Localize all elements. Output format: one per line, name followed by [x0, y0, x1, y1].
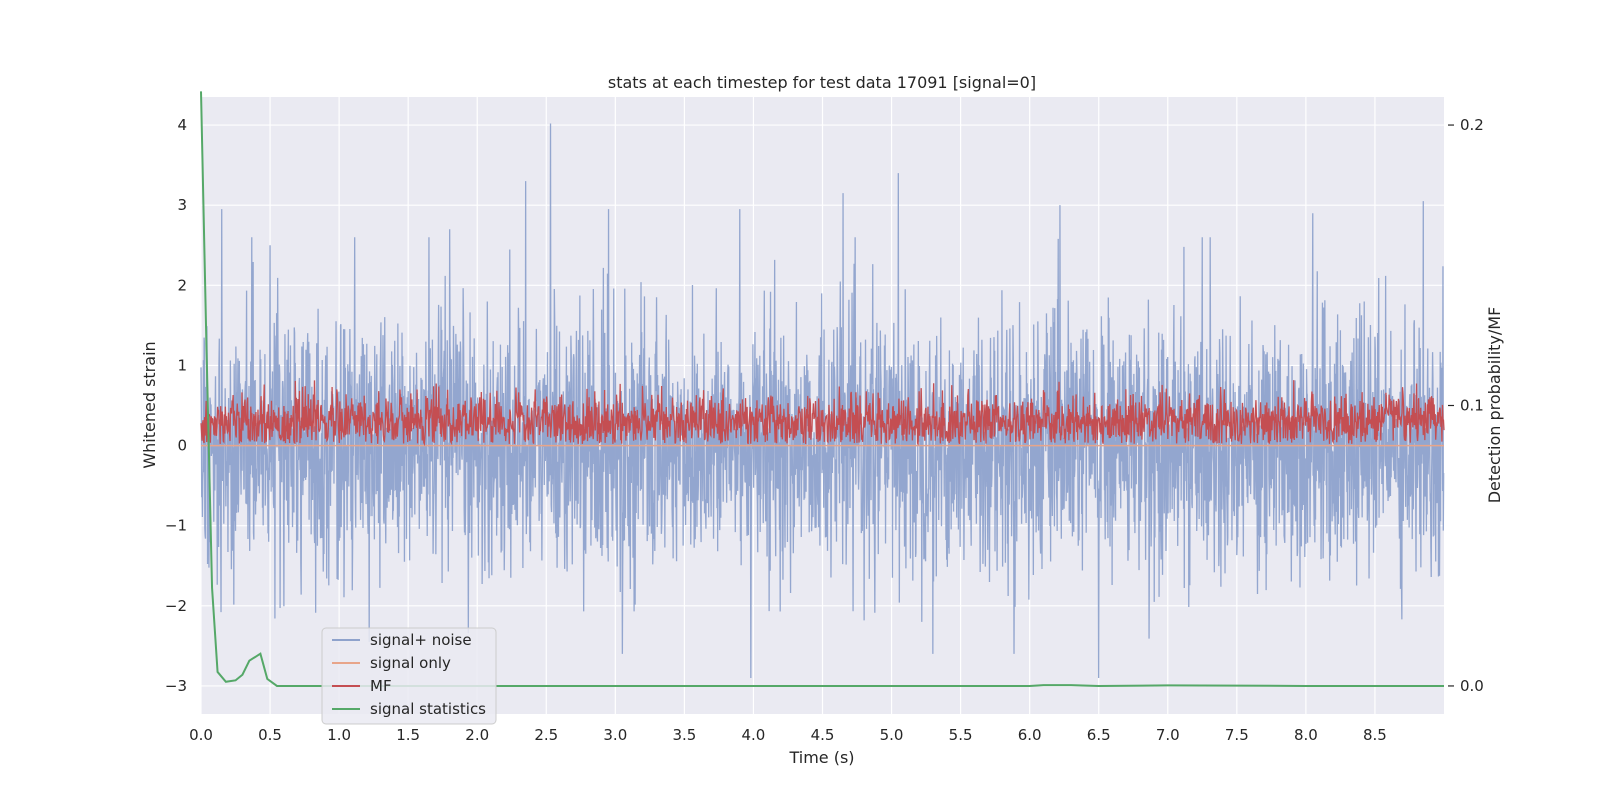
x-tick-label: 0.0: [189, 726, 213, 744]
y2-tick-label: 0.0: [1460, 677, 1484, 695]
legend-item-mf: MF: [332, 677, 392, 695]
legend-frame: [321, 627, 497, 725]
x-tick-label: 6.0: [1018, 726, 1042, 744]
y2-tick-label: 0.2: [1460, 116, 1484, 134]
y-axis-ticks: −3 −2 −1 0 1 2 3 4: [165, 116, 187, 695]
y-tick-label: 4: [177, 116, 187, 134]
y-tick-label: 1: [177, 356, 187, 374]
x-tick-label: 4.5: [811, 726, 835, 744]
y-tick-label: −1: [165, 517, 187, 535]
x-axis-label: Time (s): [788, 748, 854, 767]
x-tick-label: 1.5: [396, 726, 420, 744]
legend-item-signal-only: signal only: [332, 654, 451, 672]
x-tick-label: 7.5: [1225, 726, 1249, 744]
y-axis-label: Whitened strain: [140, 341, 159, 468]
chart-title: stats at each timestep for test data 170…: [608, 73, 1036, 92]
legend-label: MF: [370, 677, 392, 695]
x-tick-label: 2.0: [465, 726, 489, 744]
y-tick-label: 0: [177, 437, 187, 455]
x-tick-label: 1.0: [327, 726, 351, 744]
y-tick-label: 2: [177, 276, 187, 294]
legend-item-signal-statistics: signal statistics: [332, 700, 486, 718]
x-tick-label: 5.5: [949, 726, 973, 744]
legend-label: signal+ noise: [370, 631, 472, 649]
x-tick-label: 0.5: [258, 726, 282, 744]
x-tick-label: 3.0: [603, 726, 627, 744]
x-tick-label: 2.5: [534, 726, 558, 744]
x-tick-label: 3.5: [672, 726, 696, 744]
legend-label: signal only: [370, 654, 451, 672]
x-tick-label: 8.5: [1363, 726, 1387, 744]
x-tick-label: 6.5: [1087, 726, 1111, 744]
x-tick-label: 4.0: [742, 726, 766, 744]
y-tick-label: −3: [165, 677, 187, 695]
line-mf: [200, 380, 1445, 447]
y2-axis-ticks: 0.0 0.1 0.2: [1448, 116, 1484, 695]
series-mf: [200, 380, 1445, 447]
x-tick-label: 5.0: [880, 726, 904, 744]
y2-axis-label: Detection probability/MF: [1485, 307, 1504, 504]
legend: signal+ noise signal only MF signal stat…: [321, 627, 497, 725]
legend-label: signal statistics: [370, 700, 486, 718]
y-tick-label: −2: [165, 597, 187, 615]
legend-item-signal-noise: signal+ noise: [332, 631, 472, 649]
y-tick-label: 3: [177, 196, 187, 214]
y2-tick-label: 0.1: [1460, 397, 1484, 415]
x-tick-label: 8.0: [1294, 726, 1318, 744]
x-tick-label: 7.0: [1156, 726, 1180, 744]
x-axis-ticks: 0.0 0.5 1.0 1.5 2.0 2.5 3.0 3.5 4.0 4.5 5.0 5.5 6.0 6…: [189, 726, 1387, 744]
